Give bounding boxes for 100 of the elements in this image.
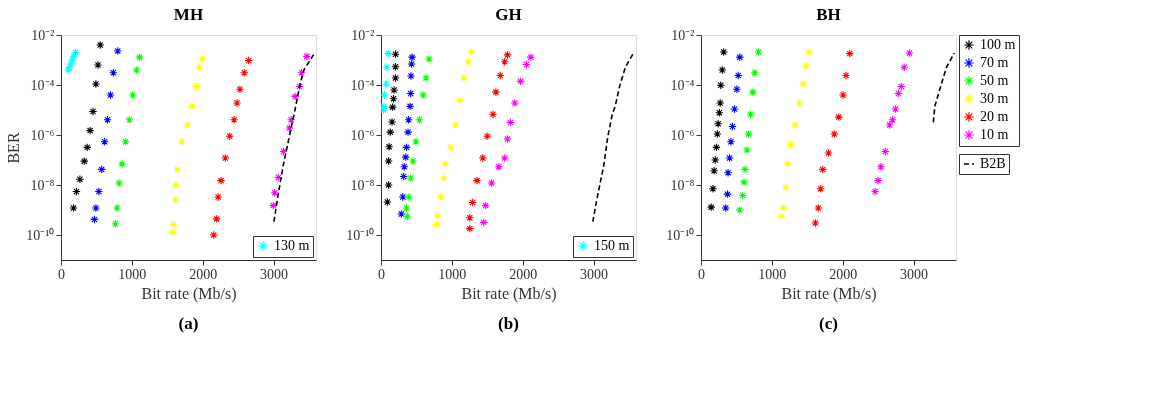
point (177, 137, 186, 146)
point (431, 220, 441, 229)
point (421, 73, 431, 83)
point (446, 143, 456, 152)
point (465, 213, 475, 222)
chart-title: GH (495, 5, 522, 24)
x-tick-label: 3000 (900, 266, 928, 282)
y-tick-label: 10⁻¹⁰ (346, 227, 375, 243)
point (744, 129, 753, 139)
point (135, 52, 144, 62)
point (212, 214, 221, 224)
x-tick-label: 2000 (829, 266, 858, 282)
point (885, 120, 894, 130)
point (85, 126, 95, 135)
point (779, 203, 788, 213)
x-tick-label: 1000 (118, 266, 147, 282)
point (383, 197, 392, 207)
point (295, 82, 304, 91)
point (811, 218, 820, 228)
point (399, 172, 408, 181)
y-tick-label: 10⁻⁶ (350, 127, 375, 143)
y-tick-label: 10⁻⁸ (670, 177, 695, 193)
point (503, 50, 512, 60)
point (239, 68, 249, 77)
point (723, 168, 733, 177)
point (500, 57, 509, 67)
y-tick-label: 10⁻⁶ (30, 127, 55, 143)
point (748, 87, 758, 97)
point (708, 184, 718, 193)
point (100, 137, 109, 146)
y-tick-label: 10⁻⁸ (30, 177, 55, 193)
x-tick-label: 1000 (438, 266, 467, 282)
point (168, 227, 178, 237)
point (715, 108, 724, 117)
point (381, 90, 389, 100)
x-tick-label: 2000 (189, 266, 218, 282)
point (441, 159, 450, 169)
point (786, 140, 795, 149)
x-tick-label: 3000 (580, 266, 608, 282)
x-tick-label: 0 (58, 266, 65, 282)
point (790, 120, 800, 130)
point (404, 115, 413, 124)
point (229, 115, 239, 124)
point (225, 132, 234, 141)
point (128, 90, 138, 100)
point (404, 192, 414, 202)
point (406, 71, 416, 81)
point (106, 90, 115, 100)
point (496, 71, 505, 80)
point (397, 209, 406, 219)
point (735, 205, 744, 215)
point (713, 129, 722, 139)
x-tick-label: 2000 (509, 266, 538, 282)
point (407, 52, 417, 62)
point (389, 85, 399, 95)
point (388, 102, 397, 112)
y-tick-label: 10⁻² (671, 27, 695, 43)
point (798, 79, 808, 89)
point (94, 187, 104, 196)
point (171, 180, 181, 190)
point (746, 109, 755, 119)
y-tick-label: 10⁻⁴ (350, 77, 375, 93)
point (169, 220, 178, 229)
point (482, 132, 492, 141)
point (726, 137, 736, 146)
legend-label: 70 m (980, 55, 1009, 70)
point (742, 145, 752, 155)
point (899, 63, 909, 72)
point (738, 191, 747, 200)
point (503, 134, 512, 144)
point (274, 173, 283, 182)
point (713, 119, 723, 129)
point (88, 107, 98, 116)
point (173, 165, 182, 174)
x-tick-label: 3000 (260, 266, 288, 282)
x-axis-title: Bit rate (Mb/s) (141, 284, 237, 303)
point (464, 57, 473, 67)
point (479, 218, 488, 227)
text: (a) (178, 314, 199, 333)
point (69, 52, 79, 61)
point (468, 198, 477, 207)
point (285, 123, 294, 133)
point (876, 162, 886, 171)
point (418, 90, 428, 100)
y-tick-label: 10⁻² (31, 27, 55, 43)
point (279, 147, 288, 156)
point (97, 165, 106, 174)
point (488, 109, 498, 119)
legend-label: 50 m (980, 73, 1009, 88)
point (795, 98, 804, 108)
point (121, 137, 130, 146)
point (723, 189, 732, 199)
point (841, 71, 851, 80)
point (424, 54, 434, 64)
point (381, 102, 389, 111)
point (402, 203, 411, 213)
point (728, 122, 737, 131)
point (183, 120, 192, 130)
point (801, 61, 811, 71)
point (286, 115, 296, 124)
